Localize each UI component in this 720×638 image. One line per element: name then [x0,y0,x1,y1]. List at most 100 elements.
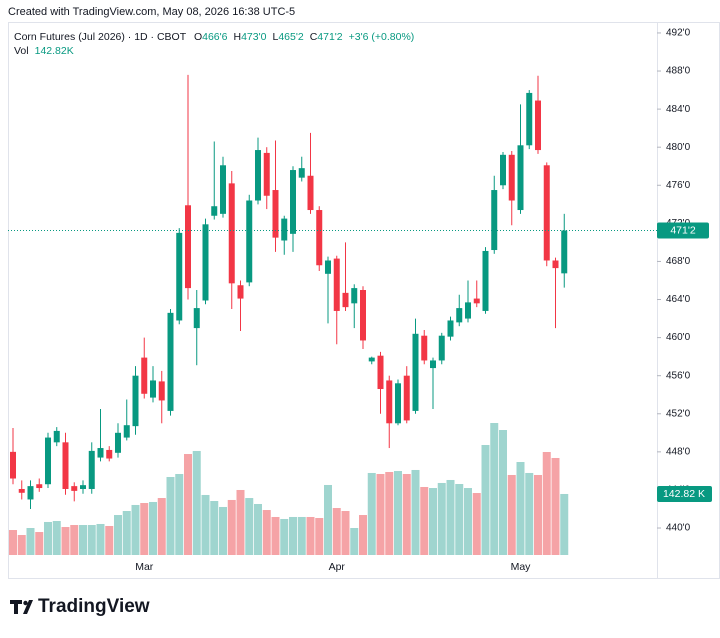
volume-bar [35,532,44,555]
volume-bar [516,462,525,555]
volume-bar [52,520,61,555]
volume-bar [481,445,490,555]
candle-body [298,168,305,178]
candle-body [535,100,541,151]
field-value: 465'2 [278,31,304,43]
candle-body [290,170,296,234]
volume-bar [499,430,507,555]
volume-bar [17,535,26,555]
y-tick-label: 456'0 [666,370,691,381]
volume-bar [490,423,499,555]
x-tick-label: May [511,561,532,573]
candle-body [228,183,235,284]
candle-body [10,451,16,479]
candle-body [342,292,349,308]
volume-bar [341,511,350,555]
volume-bar [166,476,175,555]
candle-body [438,335,445,361]
y-tick-label: 468'0 [666,256,691,267]
candle-body [202,224,209,301]
volume-bar [131,504,140,555]
volume-bar [332,508,341,555]
volume-bar [446,479,455,555]
candle-body [543,165,550,261]
volume-bar [551,457,560,555]
candle-body [97,448,104,458]
volume-badge-label: 142.82 K [663,488,705,500]
volume-bar [385,471,394,555]
field-key: L [272,31,278,43]
field-value: 466'6 [202,31,228,43]
candle-body [115,432,121,453]
volume-bar [105,525,114,555]
volume-bar [210,501,219,555]
candle-body [220,165,226,214]
volume-bar [271,516,280,555]
candle-body [185,205,191,289]
symbol: Corn Futures (Jul 2026) · 1D · CBOT [14,31,187,43]
candle-body [351,288,358,304]
y-tick-label: 480'0 [666,142,691,153]
volume-bar [306,516,315,555]
candle-body [255,150,261,201]
candle-body [36,484,43,489]
y-tick-label: 452'0 [666,408,691,419]
volume-bar [280,518,289,555]
y-tick-label: 448'0 [666,446,691,457]
volume-bar [542,452,551,555]
volume-bar [96,523,105,555]
candle-body [132,375,139,427]
y-tick-label: 488'0 [666,66,691,77]
candle-body [561,230,568,274]
candle-body [552,260,559,269]
candle-body [368,357,375,362]
volume-bar [44,521,52,555]
candle-body [316,210,323,266]
logo-icon [10,600,33,614]
candle-body [526,92,533,146]
x-tick-label: Mar [135,561,154,573]
volume-bar [411,469,420,555]
volume-bar [429,488,437,555]
candle-body [333,258,340,311]
candle-body [237,285,244,299]
candle-body [158,381,165,401]
candle-body [473,298,480,304]
candle-body [360,290,366,341]
volume-bar [560,493,569,555]
volume-bar [184,454,192,555]
volume-bar [262,510,271,555]
volume-bar [70,525,79,555]
candle-body [456,308,463,323]
candle-body [447,320,454,337]
candle-body [71,486,78,491]
candle-body [88,450,95,489]
volume-bar [140,503,149,555]
volume-bar [9,530,17,555]
field-value: 471'2 [317,31,343,43]
volume-bar [359,515,367,555]
candle-body [141,357,148,394]
y-tick-label: 484'0 [666,104,691,115]
candle-body [176,232,183,321]
volume-badge [657,485,712,502]
volume-bar [175,474,184,555]
legend-volume: Vol 142.82K [14,45,74,57]
last-price-label: 471'2 [670,224,696,236]
volume-bar [192,450,201,555]
volume-bar [324,484,332,555]
candle-body [412,333,419,411]
candle-body [18,488,25,493]
volume-value: 142.82K [35,45,74,57]
candle-body [193,308,200,329]
candle-body [395,383,401,424]
logo: TradingView [10,596,150,617]
volume-bar [464,488,472,555]
candle-body [500,154,506,186]
y-tick-label: 492'0 [666,28,691,39]
candle-body [272,190,279,238]
volume-bar [219,506,227,555]
volume-bar [534,474,542,555]
volume-bar [315,518,324,555]
